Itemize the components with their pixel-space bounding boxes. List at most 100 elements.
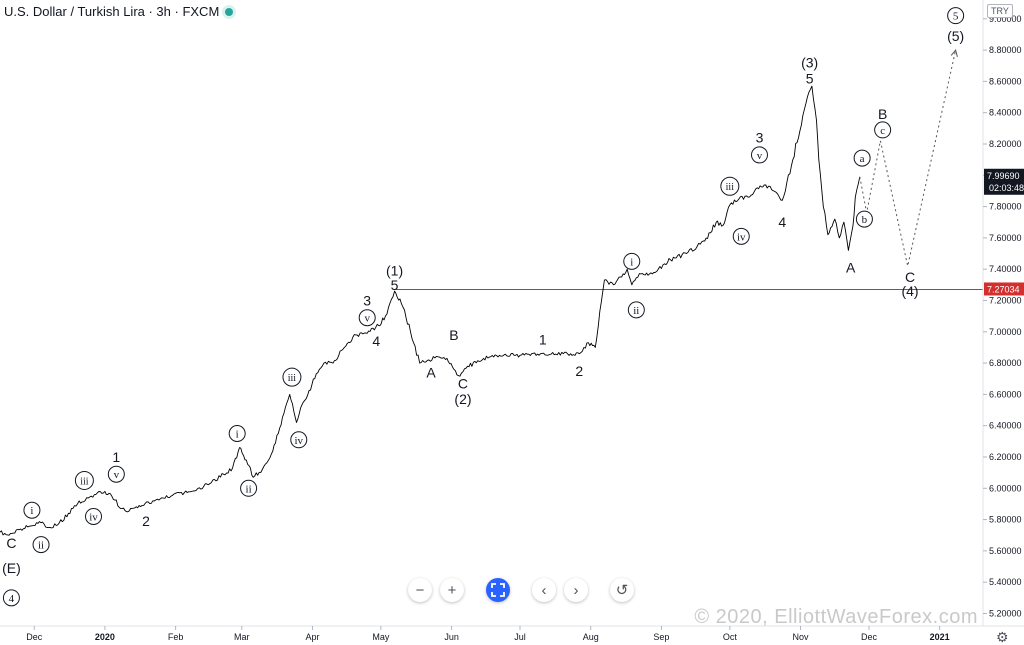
time-tick-label: 2020 — [95, 632, 115, 642]
wave-label: 2 — [142, 513, 150, 529]
symbol-title[interactable]: U.S. Dollar / Turkish Lira · 3h · FXCM — [4, 4, 234, 19]
time-tick-label: Jun — [444, 632, 459, 642]
current-price-label: 7.99690 — [987, 171, 1020, 181]
wave-label: iv — [737, 231, 746, 243]
wave-label: C — [458, 375, 468, 391]
wave-label: 2 — [575, 363, 583, 379]
wave-label: 5 — [953, 11, 959, 23]
price-axis[interactable]: 5.20000 5.40000 5.60000 5.80000 6.00000 6.200… — [982, 0, 1024, 626]
wave-label: 4 — [778, 214, 786, 230]
wave-label: C — [905, 269, 915, 285]
wave-label-circle — [282, 367, 302, 387]
wave-label-circle — [623, 252, 641, 270]
wave-label: (5) — [947, 28, 964, 44]
wave-label-circle — [874, 121, 892, 139]
watermark: © 2020, ElliottWaveForex.com — [694, 606, 978, 628]
price-tick-label: 7.20000 — [989, 295, 1022, 305]
market-status-icon — [225, 7, 234, 16]
settings-gear-icon[interactable]: ⚙ — [996, 629, 1009, 645]
time-tick-label: Apr — [305, 632, 319, 642]
time-tick-label: Sep — [653, 632, 669, 642]
time-tick-label: May — [372, 632, 390, 642]
wave-label: 5 — [806, 70, 814, 86]
reset-chart-button[interactable]: ↺ — [610, 578, 634, 602]
wave-label: B — [878, 106, 887, 122]
wave-label: 1 — [539, 332, 547, 348]
wave-label: (4) — [901, 283, 918, 299]
wave-label: C — [6, 535, 16, 551]
wave-label-circle — [228, 425, 246, 443]
time-axis[interactable]: Dec 2020 Feb Mar Apr May Jun Jul Aug Sep Oct Nov Dec… — [0, 625, 1024, 642]
time-tick-label: Mar — [234, 632, 250, 642]
wave-label: A — [846, 260, 856, 276]
wave-label: v — [757, 150, 763, 162]
wave-label: iii — [80, 476, 89, 487]
price-tick-label: 8.20000 — [989, 139, 1022, 149]
price-tick-label: 6.00000 — [989, 483, 1022, 493]
wave-label: iii — [288, 373, 297, 384]
current-price-badge-bg — [984, 168, 1024, 195]
wave-label: c — [880, 125, 885, 137]
wave-label: (2) — [454, 391, 471, 407]
wave-label: ii — [38, 540, 44, 552]
currency-badge: TRY — [987, 4, 1013, 18]
level-price-badge-bg — [984, 282, 1024, 296]
wave-label: ii — [246, 483, 252, 495]
wave-label: v — [114, 469, 120, 481]
time-tick-label: Oct — [723, 632, 738, 642]
price-tick-label: 7.80000 — [989, 202, 1022, 212]
wave-label-circle — [107, 465, 125, 483]
time-tick-label: Jul — [514, 632, 526, 642]
wave-label: i — [630, 256, 633, 268]
zoom-in-button[interactable]: + — [440, 578, 464, 602]
scroll-left-button[interactable]: ‹ — [532, 578, 556, 602]
projection-arrowhead — [950, 49, 958, 57]
price-tick-label: 5.60000 — [989, 546, 1022, 556]
chart-toolbar: − + ‹ › ↺ — [408, 578, 634, 602]
price-tick-label: 6.60000 — [989, 389, 1022, 399]
fullscreen-button[interactable] — [486, 578, 510, 602]
wave-label: i — [236, 429, 239, 441]
wave-label: (1) — [386, 263, 403, 279]
wave-label-circle — [358, 309, 376, 327]
wave-label-circle — [74, 470, 94, 490]
wave-label: B — [449, 327, 458, 343]
price-tick-label: 8.60000 — [989, 76, 1022, 86]
price-tick-label: 7.00000 — [989, 327, 1022, 337]
price-tick-label: 8.80000 — [989, 45, 1022, 55]
wave-label-circle — [85, 507, 103, 525]
scroll-right-button[interactable]: › — [564, 578, 588, 602]
wave-label: i — [30, 505, 33, 517]
price-tick-label: 6.20000 — [989, 452, 1022, 462]
wave-label: ii — [633, 305, 639, 317]
price-tick-label: 6.80000 — [989, 358, 1022, 368]
projection-path — [859, 49, 958, 267]
wave-label-circle — [32, 536, 50, 554]
price-tick-label: 7.60000 — [989, 233, 1022, 243]
time-tick-label: Aug — [583, 632, 599, 642]
time-tick-label: Dec — [861, 632, 878, 642]
wave-labels: C(E)4iiiiiiivv12iiiiiiivv345(1)ABC(2)12i… — [2, 7, 965, 607]
wave-label-circle — [627, 301, 645, 319]
wave-label: 4 — [9, 593, 15, 605]
wave-label: (3) — [801, 55, 818, 71]
wave-label: 3 — [756, 130, 764, 146]
usdtry-price-line — [0, 85, 861, 536]
wave-label-circle — [750, 146, 768, 164]
time-tick-label: Nov — [793, 632, 810, 642]
wave-label-circle — [290, 431, 308, 449]
zoom-out-button[interactable]: − — [408, 578, 432, 602]
price-tick-label: 7.40000 — [989, 264, 1022, 274]
price-tick-label: 8.40000 — [989, 108, 1022, 118]
wave-label-circle — [2, 589, 20, 607]
wave-label: a — [860, 153, 865, 165]
symbol-title-text: U.S. Dollar / Turkish Lira · 3h · FXCM — [4, 4, 220, 19]
wave-label-circle — [732, 227, 750, 245]
price-tick-label: 6.40000 — [989, 421, 1022, 431]
wave-label: (E) — [2, 560, 21, 576]
price-series — [0, 85, 861, 536]
wave-label-circle — [947, 7, 965, 25]
price-tick-label: 5.40000 — [989, 577, 1022, 587]
wave-label: 3 — [363, 292, 371, 308]
